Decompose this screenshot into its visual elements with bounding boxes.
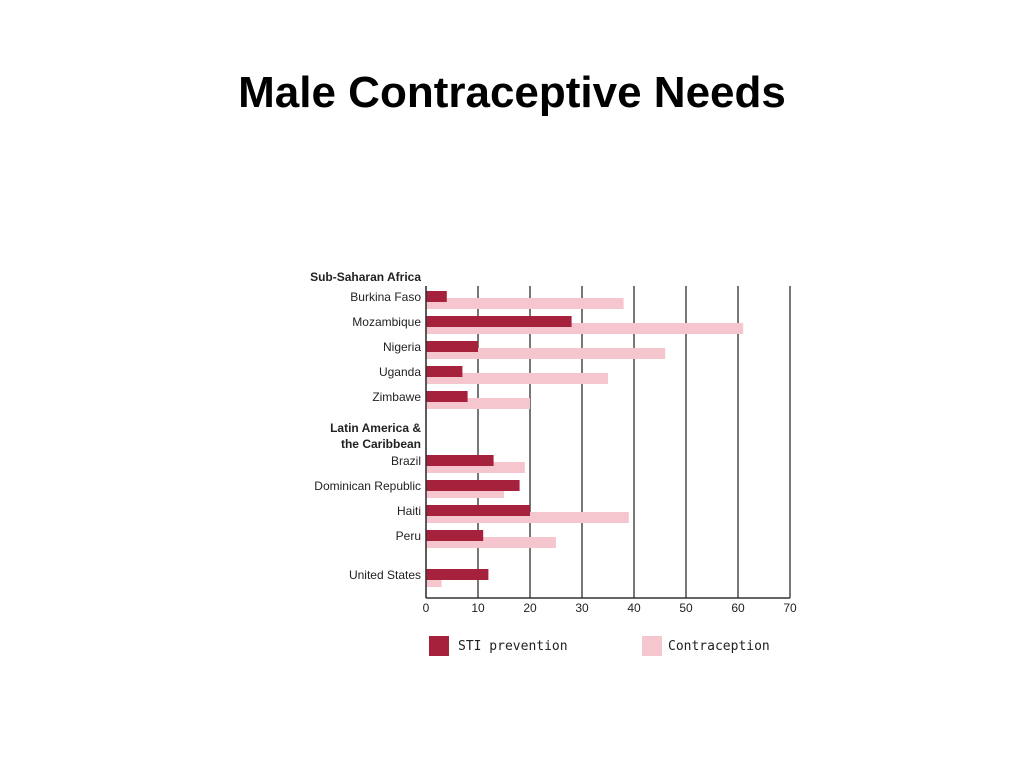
category-label: United States [349, 568, 421, 582]
group-label: Latin America & [330, 421, 421, 435]
group-label: the Caribbean [341, 437, 421, 451]
x-tick-label: 70 [783, 601, 797, 615]
x-tick-label: 0 [423, 601, 430, 615]
bar-sti-prevention [426, 455, 494, 466]
bar-contraception [426, 298, 624, 309]
x-tick-label: 60 [731, 601, 745, 615]
x-tick-label: 40 [627, 601, 641, 615]
bar-sti-prevention [426, 291, 447, 302]
bar-sti-prevention [426, 569, 489, 580]
bar-contraception [426, 373, 608, 384]
legend-label: Contraception [668, 639, 770, 654]
bar-sti-prevention [426, 530, 484, 541]
bar-contraception [426, 323, 744, 334]
legend-label: STI prevention [458, 639, 568, 654]
bar-sti-prevention [426, 505, 530, 516]
bar-sti-prevention [426, 316, 572, 327]
bar-contraception [426, 512, 629, 523]
bar-sti-prevention [426, 480, 520, 491]
category-label: Zimbawe [372, 390, 421, 404]
category-label: Haiti [397, 504, 421, 518]
category-label: Brazil [391, 454, 421, 468]
bar-sti-prevention [426, 391, 468, 402]
x-tick-label: 10 [471, 601, 485, 615]
category-label: Dominican Republic [314, 479, 421, 493]
bar-contraception [426, 487, 504, 498]
bar-sti-prevention [426, 341, 478, 352]
legend-swatch [429, 636, 449, 656]
bar-contraception [426, 576, 442, 587]
bar-contraception [426, 348, 666, 359]
category-label: Peru [396, 529, 421, 543]
x-tick-label: 30 [575, 601, 589, 615]
bar-contraception [426, 537, 556, 548]
category-label: Uganda [379, 365, 421, 379]
x-tick-label: 20 [523, 601, 537, 615]
bar-contraception [426, 398, 530, 409]
category-label: Mozambique [352, 315, 421, 329]
category-label: Nigeria [383, 340, 421, 354]
slide-title: Male Contraceptive Needs [238, 68, 786, 117]
group-label: Sub-Saharan Africa [310, 270, 421, 284]
bar-sti-prevention [426, 366, 463, 377]
x-tick-label: 50 [679, 601, 693, 615]
legend-swatch [642, 636, 662, 656]
category-label: Burkina Faso [350, 290, 421, 304]
bar-contraception [426, 462, 525, 473]
